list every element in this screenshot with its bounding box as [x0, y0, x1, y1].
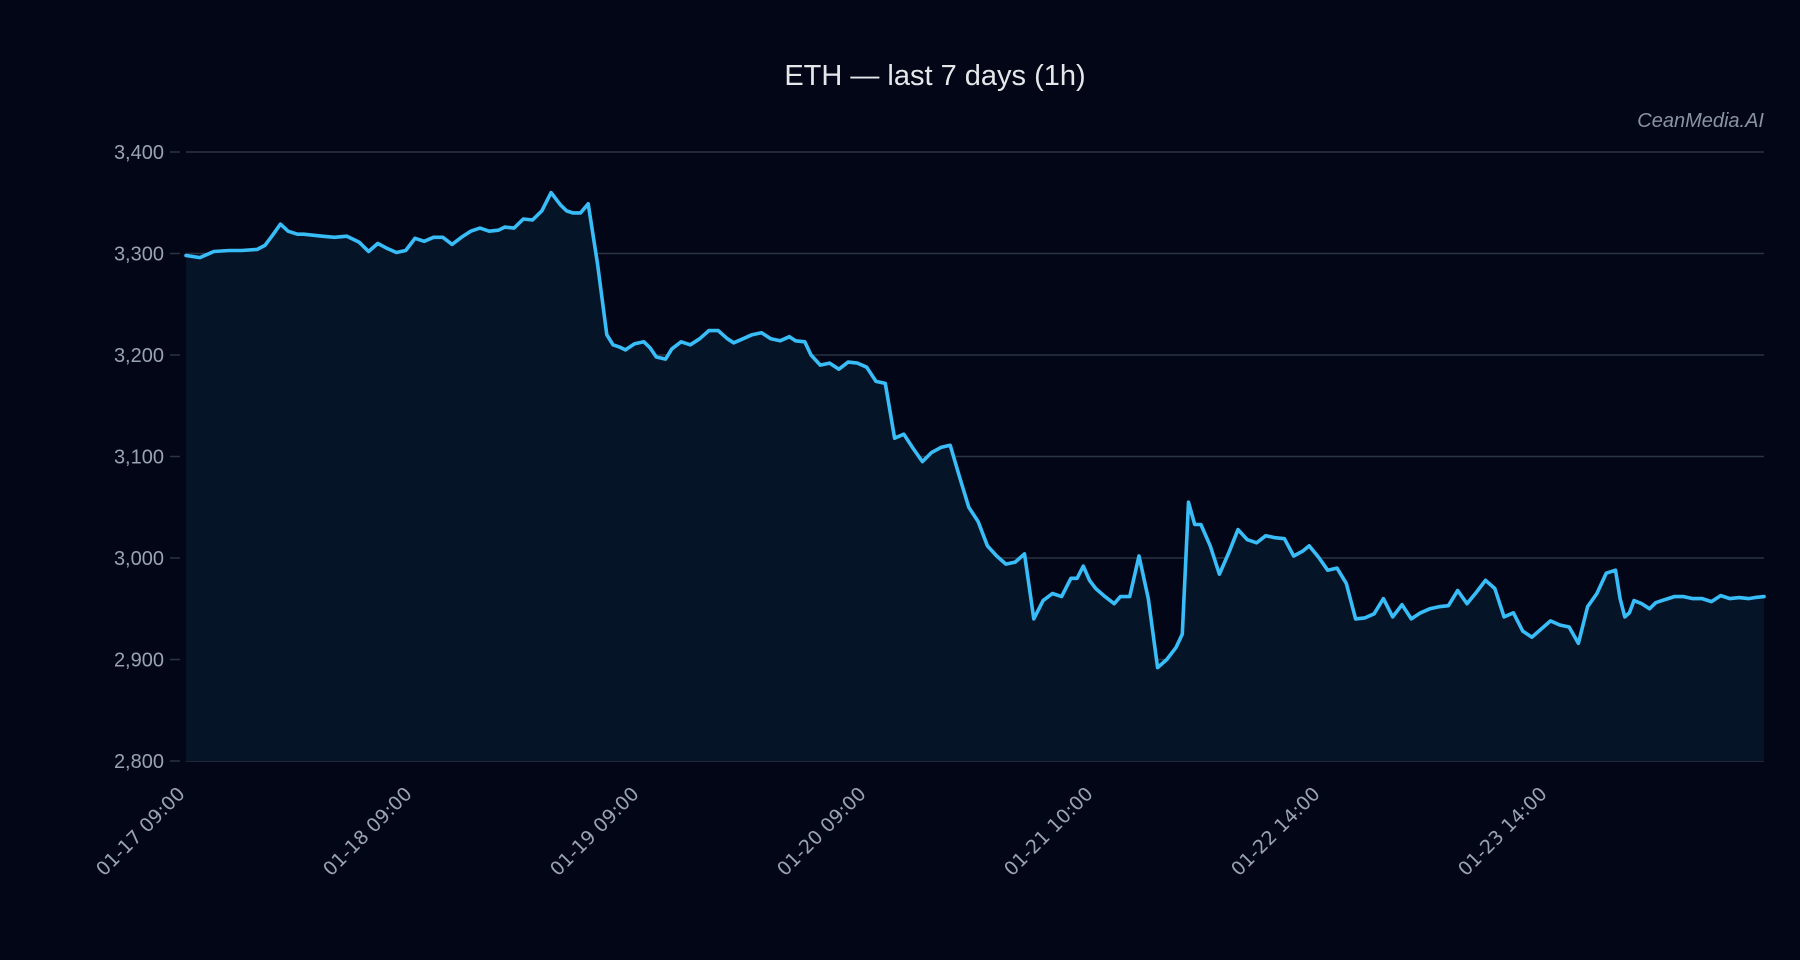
x-tick-label: 01-19 09:00	[546, 783, 644, 881]
x-tick-label: 01-21 10:00	[1000, 783, 1098, 881]
y-tick-label: 3,200	[114, 345, 164, 367]
y-tick-label: 3,000	[114, 548, 164, 570]
price-line	[184, 190, 1766, 670]
y-axis-ticks: 3,400 3,300 3,200 3,100 3,000 2,900 2,800	[114, 142, 180, 773]
x-axis-ticks: 01-17 09:00 01-18 09:00 01-19 09:00 01-20 0…	[92, 783, 1552, 881]
y-tick-label: 3,300	[114, 244, 164, 266]
y-tick-label: 2,900	[114, 650, 164, 672]
price-area-fill	[186, 192, 1764, 762]
watermark: CeanMedia.AI	[1637, 110, 1764, 132]
chart-title: ETH — last 7 days (1h)	[784, 60, 1085, 92]
x-tick-label: 01-18 09:00	[319, 783, 417, 881]
x-tick-label: 01-22 14:00	[1227, 783, 1325, 881]
y-tick-label: 3,400	[114, 142, 164, 164]
x-tick-label: 01-20 09:00	[773, 783, 871, 881]
y-tick-label: 2,800	[114, 751, 164, 773]
x-tick-label: 01-23 14:00	[1454, 783, 1552, 881]
y-tick-label: 3,100	[114, 447, 164, 469]
x-tick-label: 01-17 09:00	[92, 783, 190, 881]
